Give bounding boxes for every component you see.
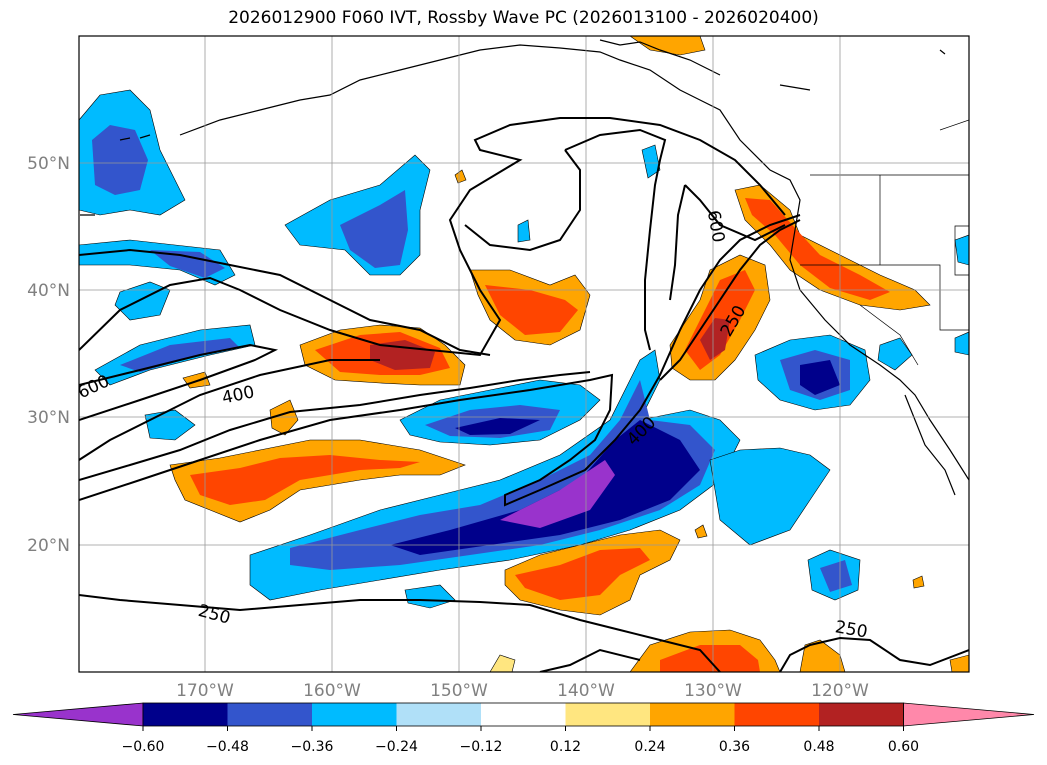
colorbar-tick-label: 0.24 bbox=[634, 739, 665, 755]
map-frame bbox=[78, 35, 970, 673]
latitude-labels: 50°N 40°N 30°N 20°N bbox=[27, 154, 70, 556]
colorbar-tick-label: 0.12 bbox=[550, 739, 581, 755]
colorbar-tick-label: −0.12 bbox=[460, 739, 503, 755]
ivt-contours bbox=[79, 117, 969, 672]
positive-anomaly-fills bbox=[169, 36, 969, 672]
colorbar-segment bbox=[312, 703, 397, 726]
negative-anomaly-fills bbox=[79, 89, 969, 609]
colorbar-tick-label: 0.60 bbox=[888, 739, 919, 755]
colorbar-segment bbox=[734, 703, 819, 726]
colorbar-segment bbox=[481, 703, 566, 726]
lon-label: 120°W bbox=[811, 681, 869, 701]
contour-600-west bbox=[79, 343, 279, 421]
lon-label: 140°W bbox=[557, 681, 615, 701]
colorbar-extend-low bbox=[12, 702, 144, 727]
colorbar-tick-label: −0.60 bbox=[122, 739, 165, 755]
contour-600-coastal bbox=[669, 184, 786, 301]
map-plot-area: 600 400 250 600 250 400 250 bbox=[78, 35, 970, 673]
contour-250-southeast bbox=[779, 636, 969, 672]
colorbar-tick-label: −0.24 bbox=[375, 739, 418, 755]
contour-400-central bbox=[79, 214, 801, 507]
gridlines bbox=[79, 36, 969, 672]
lon-label: 130°W bbox=[684, 681, 742, 701]
longitude-labels: 170°W 160°W 150°W 140°W 130°W 120°W bbox=[176, 681, 869, 701]
lat-label: 30°N bbox=[27, 408, 70, 428]
colorbar-segment bbox=[227, 703, 312, 726]
colorbar: −0.60 −0.48 −0.36 −0.24 −0.12 0.12 0.24 0.36 0.4… bbox=[12, 702, 1035, 755]
colorbar-tick-label: −0.48 bbox=[206, 739, 249, 755]
contour-sw-lower bbox=[539, 648, 641, 672]
contour-400-central-inner bbox=[79, 371, 591, 481]
contour-250-south bbox=[79, 594, 721, 672]
colorbar-extend-high bbox=[903, 702, 1035, 727]
contour-400-west bbox=[79, 117, 786, 461]
lon-label: 150°W bbox=[430, 681, 488, 701]
colorbar-tick-label: 0.48 bbox=[803, 739, 834, 755]
colorbar-segment bbox=[396, 703, 481, 726]
colorbar-segment bbox=[565, 703, 650, 726]
colorbar-segments bbox=[12, 702, 1035, 727]
colorbar-ticks: −0.60 −0.48 −0.36 −0.24 −0.12 0.12 0.24 0.36 0.4… bbox=[122, 726, 919, 755]
contour-inner-loop bbox=[464, 149, 581, 252]
political-borders bbox=[800, 119, 969, 366]
lat-label: 20°N bbox=[27, 536, 70, 556]
colorbar-tick-label: 0.36 bbox=[719, 739, 750, 755]
contour-center-loop bbox=[564, 128, 667, 351]
contour-250-west bbox=[79, 248, 491, 356]
colorbar-outline bbox=[142, 702, 904, 727]
lat-label: 40°N bbox=[27, 281, 70, 301]
lat-label: 50°N bbox=[27, 154, 70, 174]
contour-250-coast bbox=[659, 219, 801, 381]
lon-label: 160°W bbox=[303, 681, 361, 701]
map-title: 2026012900 F060 IVT, Rossby Wave PC (202… bbox=[228, 8, 819, 28]
coastlines bbox=[80, 39, 969, 496]
lon-label: 170°W bbox=[176, 681, 234, 701]
colorbar-segment bbox=[819, 703, 904, 726]
colorbar-tick-label: −0.36 bbox=[291, 739, 334, 755]
colorbar-segment bbox=[650, 703, 735, 726]
colorbar-segment bbox=[143, 703, 228, 726]
